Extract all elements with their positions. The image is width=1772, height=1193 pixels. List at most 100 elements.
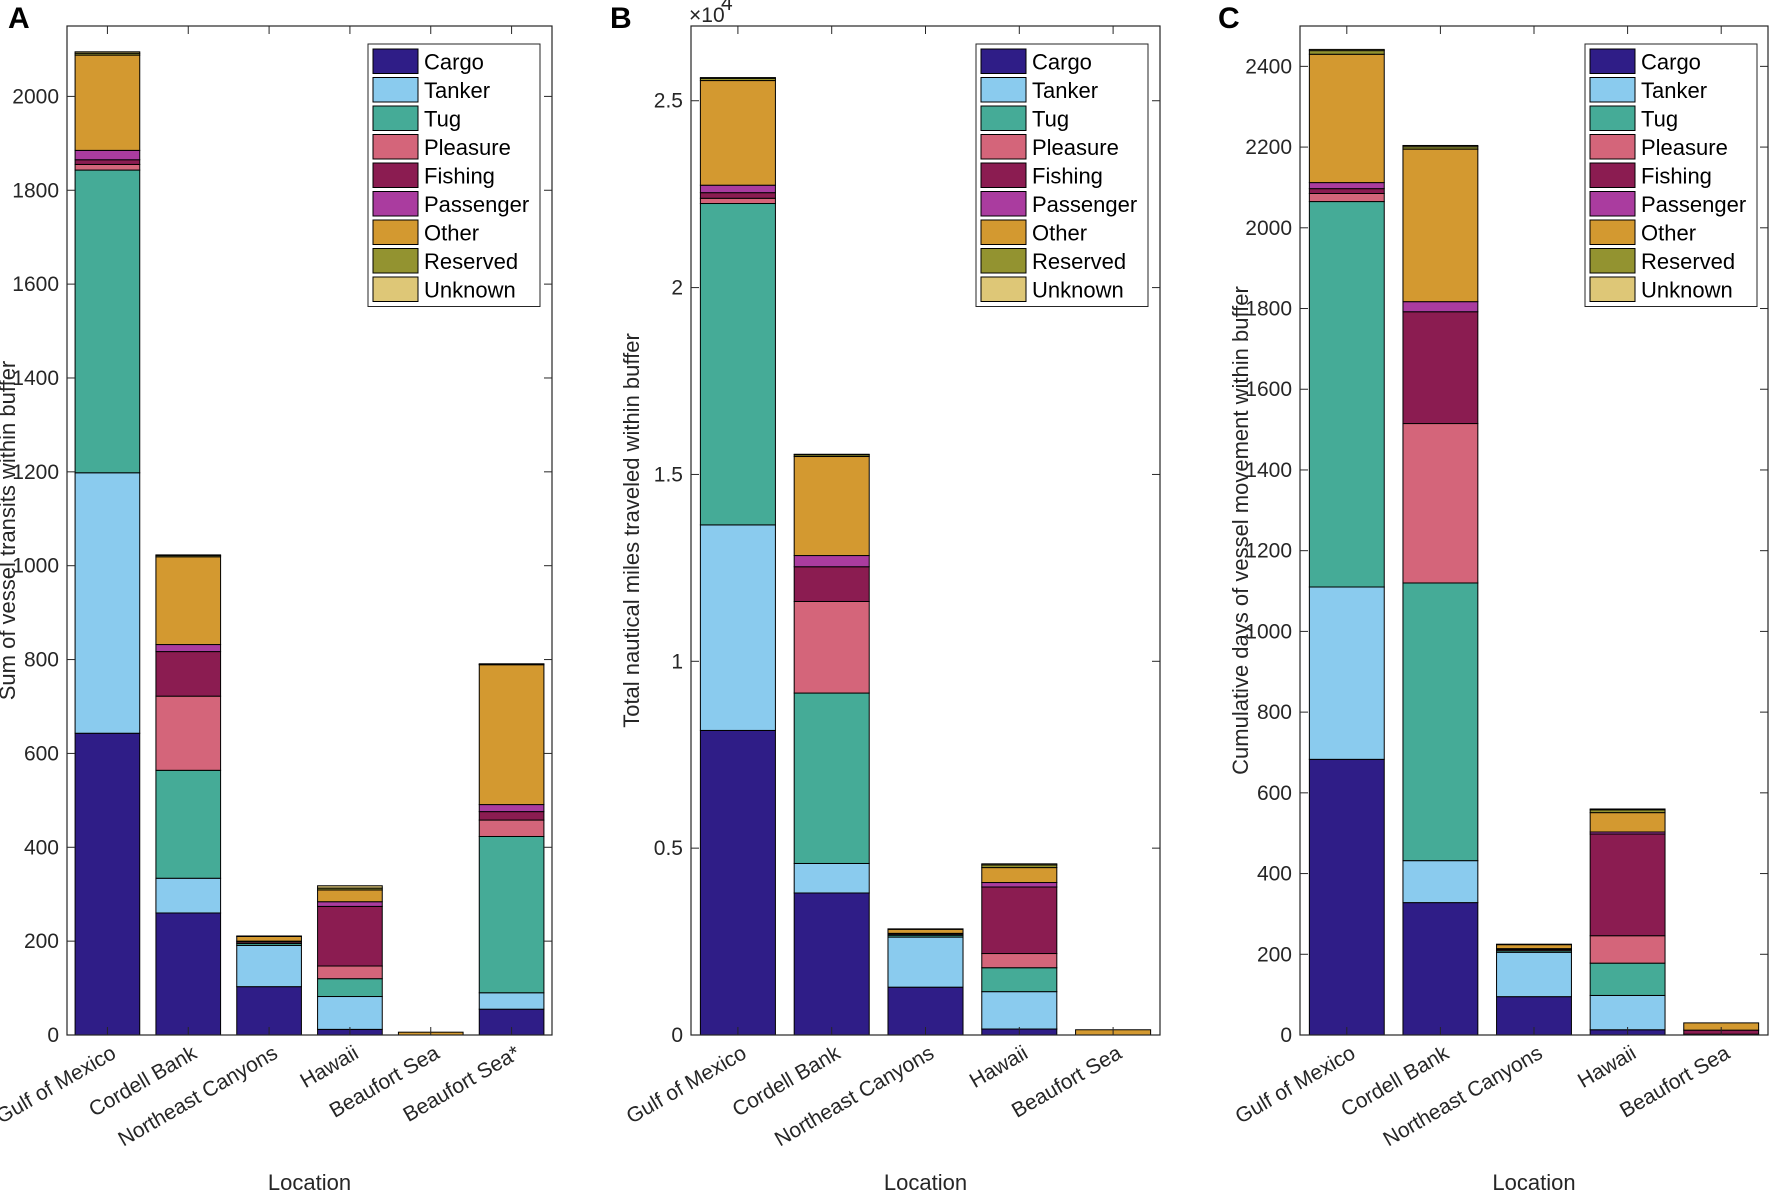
x-axis-label: Location <box>1492 1170 1575 1193</box>
y-tick-label: 200 <box>1257 943 1292 966</box>
panel-letter: C <box>1218 2 1240 35</box>
legend-swatch-passenger <box>980 191 1027 217</box>
legend-label-passenger: Passenger <box>1641 192 1746 217</box>
legend-label-tug: Tug <box>1641 107 1678 132</box>
y-tick-label: 600 <box>1257 782 1292 805</box>
bar-segment-other-cordell-bank <box>155 556 222 646</box>
legend-label-fishing: Fishing <box>424 164 495 189</box>
bar-segment-pleasure-gulf-of-mexico <box>699 197 776 205</box>
bar-segment-fishing-gulf-of-mexico <box>1308 188 1385 194</box>
y-tick-label: 0 <box>671 1024 683 1047</box>
bar-segment-other-hawaii <box>981 867 1058 884</box>
legend-label-tanker: Tanker <box>1641 78 1707 103</box>
bar-segment-pleasure-gulf-of-mexico <box>1308 192 1385 203</box>
bar-segment-passenger-cordell-bank <box>155 644 222 653</box>
legend-swatch-pleasure <box>980 134 1027 160</box>
chart-panel-c: 0 200 400 600 800 1000 1200 1400 1600 1800 2000 220… <box>1218 2 1769 1193</box>
legend-label-tanker: Tanker <box>1032 78 1098 103</box>
x-axis-label: Location <box>268 1170 351 1193</box>
bar-segment-tanker-northeast-canyons <box>887 936 964 988</box>
bar-segment-passenger-gulf-of-mexico <box>699 184 776 194</box>
legend-label-unknown: Unknown <box>424 278 516 303</box>
legend-label-fishing: Fishing <box>1032 164 1103 189</box>
bar-segment-cargo-cordell-bank <box>793 892 870 1036</box>
bar-segment-fishing-hawaii <box>317 905 383 967</box>
bar-segment-fishing-cordell-bank <box>155 651 222 697</box>
x-tick-label-hawaii: Hawaii <box>966 1041 1032 1092</box>
x-tick-label-gulf-of-mexico: Gulf of Mexico <box>623 1041 751 1128</box>
bar-segment-other-beaufort-sea <box>478 664 545 806</box>
legend-swatch-unknown <box>1589 276 1636 302</box>
legend-swatch-reserved <box>372 248 419 274</box>
bar-segment-tanker-gulf-of-mexico <box>699 524 776 731</box>
y-tick-label: 1000 <box>12 555 59 578</box>
y-exponent-power: 4 <box>721 0 733 15</box>
bar-segment-passenger-gulf-of-mexico <box>74 149 141 161</box>
bars <box>1308 48 1760 1036</box>
y-tick-label: 1600 <box>1245 378 1292 401</box>
legend-label-reserved: Reserved <box>424 249 518 274</box>
legend-swatch-cargo <box>980 48 1027 74</box>
bar-segment-unknown-hawaii <box>1589 808 1666 811</box>
bar-segment-tanker-hawaii <box>981 991 1058 1030</box>
legend-swatch-other <box>980 219 1027 245</box>
chart-panel-a: 0200400600800100012001400160018002000Gul… <box>0 2 553 1193</box>
bar-segment-pleasure-cordell-bank <box>155 695 222 771</box>
legend-label-passenger: Passenger <box>1032 192 1137 217</box>
bar-segment-reserved-northeast-canyons <box>1496 943 1572 946</box>
axes-box <box>66 25 553 1036</box>
bar-segment-other-gulf-of-mexico <box>699 80 776 186</box>
y-tick-label: 2.5 <box>654 90 683 113</box>
bar-segment-tanker-cordell-bank <box>155 877 222 914</box>
y-tick-label: 2000 <box>1245 217 1292 240</box>
bar-segment-tug-gulf-of-mexico <box>1308 201 1385 588</box>
legend-label-reserved: Reserved <box>1641 249 1735 274</box>
legend-label-cargo: Cargo <box>424 50 484 75</box>
bar-segment-cargo-gulf-of-mexico <box>1308 758 1385 1036</box>
y-axis-label: Sum of vessel transits within buffer <box>0 361 20 701</box>
legend-label-pleasure: Pleasure <box>424 135 511 160</box>
bar-segment-fishing-beaufort-sea <box>478 811 545 821</box>
y-tick-label: 800 <box>24 649 59 672</box>
bar-segment-tanker-gulf-of-mexico <box>1308 586 1385 760</box>
bar-segment-tug-hawaii <box>981 967 1058 993</box>
y-tick-label: 1400 <box>1245 459 1292 482</box>
bar-segment-tug-beaufort-sea <box>478 835 545 994</box>
bar-segment-passenger-cordell-bank <box>1402 301 1479 313</box>
y-tick-label: 0 <box>1280 1024 1292 1047</box>
bar-segment-tanker-hawaii <box>1589 994 1666 1031</box>
y-tick-label: 2200 <box>1245 136 1292 159</box>
legend-label-unknown: Unknown <box>1032 278 1124 303</box>
legend-swatch-reserved <box>1589 248 1636 274</box>
legend-swatch-tug <box>372 105 419 131</box>
y-tick-label: 1400 <box>12 367 59 390</box>
bar-segment-unknown-hawaii <box>981 863 1058 866</box>
y-tick-label: 2 <box>671 277 683 300</box>
y-tick-label: 800 <box>1257 701 1292 724</box>
x-tick-label-northeast-canyons: Northeast Canyons <box>1379 1041 1546 1151</box>
bar-segment-other-hawaii <box>1589 812 1666 833</box>
bar-segment-other-gulf-of-mexico <box>1308 53 1385 184</box>
legend-swatch-tanker <box>372 77 419 103</box>
bar-segment-fishing-hawaii <box>981 886 1058 955</box>
legend-swatch-cargo <box>1589 48 1636 74</box>
bar-segment-cargo-northeast-canyons <box>887 986 964 1036</box>
bar-segment-other-cordell-bank <box>1402 148 1479 303</box>
x-tick-label-gulf-of-mexico: Gulf of Mexico <box>1232 1041 1360 1128</box>
bar-segment-other-northeast-canyons <box>1496 944 1572 950</box>
bar-segment-tanker-cordell-bank <box>793 862 870 894</box>
legend-swatch-passenger <box>372 191 419 217</box>
bar-segment-unknown-beaufort-sea <box>478 663 545 665</box>
y-axis-label: Total nautical miles traveled within buf… <box>619 333 644 728</box>
y-tick-label: 1.5 <box>654 463 683 486</box>
bar-segment-cargo-cordell-bank <box>155 912 222 1036</box>
bar-segment-tug-gulf-of-mexico <box>699 203 776 526</box>
panel-letter: A <box>8 2 30 35</box>
bar-segment-unknown-gulf-of-mexico <box>74 51 141 54</box>
y-tick-label: 1 <box>671 650 683 673</box>
bar-segment-unknown-cordell-bank <box>1402 144 1479 148</box>
y-tick-label: 1200 <box>12 461 59 484</box>
legend-label-cargo: Cargo <box>1641 50 1701 75</box>
bar-segment-passenger-hawaii <box>981 882 1058 888</box>
